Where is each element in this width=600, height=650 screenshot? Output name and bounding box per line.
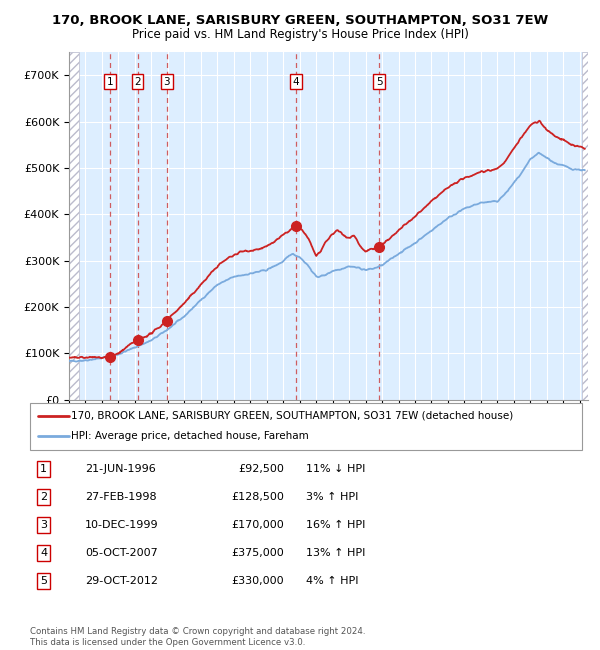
Text: 4: 4 <box>40 548 47 558</box>
Text: 3: 3 <box>40 520 47 530</box>
Text: £170,000: £170,000 <box>231 520 284 530</box>
Text: £128,500: £128,500 <box>231 492 284 502</box>
Text: 05-OCT-2007: 05-OCT-2007 <box>85 548 158 558</box>
Text: 2: 2 <box>134 77 141 86</box>
Text: 21-JUN-1996: 21-JUN-1996 <box>85 464 156 474</box>
Text: 11% ↓ HPI: 11% ↓ HPI <box>306 464 365 474</box>
Text: £375,000: £375,000 <box>231 548 284 558</box>
Text: Price paid vs. HM Land Registry's House Price Index (HPI): Price paid vs. HM Land Registry's House … <box>131 28 469 41</box>
Text: 170, BROOK LANE, SARISBURY GREEN, SOUTHAMPTON, SO31 7EW (detached house): 170, BROOK LANE, SARISBURY GREEN, SOUTHA… <box>71 411 514 421</box>
Text: 5: 5 <box>376 77 383 86</box>
Text: 2: 2 <box>40 492 47 502</box>
Text: £330,000: £330,000 <box>231 576 284 586</box>
Bar <box>582 52 588 400</box>
Text: 1: 1 <box>40 464 47 474</box>
Text: 5: 5 <box>40 576 47 586</box>
Text: 3% ↑ HPI: 3% ↑ HPI <box>306 492 358 502</box>
Text: HPI: Average price, detached house, Fareham: HPI: Average price, detached house, Fare… <box>71 431 309 441</box>
Text: 27-FEB-1998: 27-FEB-1998 <box>85 492 157 502</box>
Text: 170, BROOK LANE, SARISBURY GREEN, SOUTHAMPTON, SO31 7EW: 170, BROOK LANE, SARISBURY GREEN, SOUTHA… <box>52 14 548 27</box>
Text: 29-OCT-2012: 29-OCT-2012 <box>85 576 158 586</box>
Text: 16% ↑ HPI: 16% ↑ HPI <box>306 520 365 530</box>
Text: Contains HM Land Registry data © Crown copyright and database right 2024.
This d: Contains HM Land Registry data © Crown c… <box>30 627 365 647</box>
Text: 13% ↑ HPI: 13% ↑ HPI <box>306 548 365 558</box>
Text: 4% ↑ HPI: 4% ↑ HPI <box>306 576 359 586</box>
Text: 10-DEC-1999: 10-DEC-1999 <box>85 520 159 530</box>
Text: 1: 1 <box>106 77 113 86</box>
Text: 3: 3 <box>164 77 170 86</box>
Text: 4: 4 <box>292 77 299 86</box>
Text: £92,500: £92,500 <box>238 464 284 474</box>
Bar <box>69 52 79 400</box>
